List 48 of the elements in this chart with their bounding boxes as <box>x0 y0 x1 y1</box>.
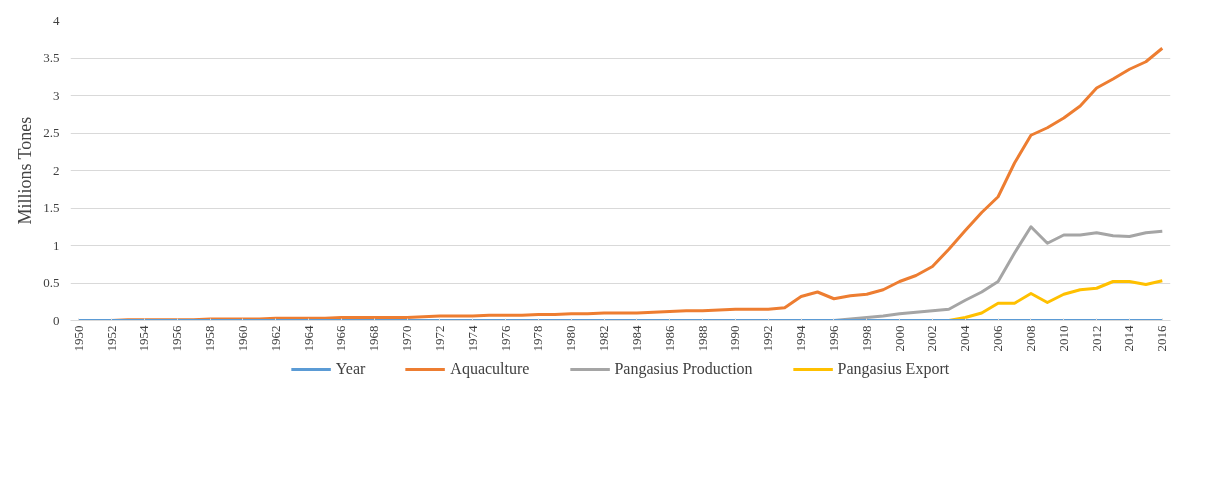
x-tick-label: 1992 <box>760 325 776 352</box>
x-tick-label: 1958 <box>202 325 218 352</box>
x-tick-label: 1976 <box>497 325 513 352</box>
x-tick-label: 1984 <box>628 325 644 352</box>
y-tick-label: 3.5 <box>43 50 60 65</box>
x-tick-label: 1974 <box>464 325 480 352</box>
y-tick-label: 1 <box>53 237 60 253</box>
y-tick-label: 2.5 <box>43 125 60 140</box>
x-tick-label: 1970 <box>399 325 415 352</box>
x-tick-label: 1950 <box>70 325 86 352</box>
y-tick-label: 4 <box>53 12 60 28</box>
x-tick-label: 2016 <box>1154 325 1170 352</box>
x-tick-label: 2014 <box>1121 325 1137 352</box>
x-tick-label: 1952 <box>103 325 119 352</box>
y-tick-label: 3 <box>53 87 60 103</box>
x-tick-label: 1980 <box>563 325 579 352</box>
x-tick-label: 2000 <box>891 325 907 352</box>
x-tick-label: 2010 <box>1055 325 1071 352</box>
y-tick-label: 1.5 <box>43 200 60 215</box>
x-tick-label: 1994 <box>793 325 809 352</box>
y-tick-label: 0.5 <box>43 275 60 290</box>
y-tick-label: 0 <box>53 312 60 328</box>
x-tick-label: 1956 <box>169 325 185 352</box>
x-tick-label: 1986 <box>661 325 677 352</box>
x-tick-label: 1982 <box>596 325 612 352</box>
x-tick-label: 1998 <box>858 325 874 352</box>
x-tick-label: 1996 <box>825 325 841 352</box>
x-tick-label: 2008 <box>1022 325 1038 352</box>
legend-label: Pangasius Export <box>837 360 950 378</box>
x-tick-label: 1964 <box>300 325 316 352</box>
x-tick-label: 2002 <box>924 325 940 352</box>
legend-label: Pangasius Production <box>614 360 753 378</box>
x-tick-label: 1962 <box>267 325 283 352</box>
legend-label: Aquaculture <box>450 360 530 378</box>
x-tick-label: 1960 <box>234 325 250 352</box>
x-tick-label: 2012 <box>1088 325 1104 352</box>
x-tick-label: 2006 <box>990 325 1006 352</box>
x-tick-label: 1990 <box>727 325 743 352</box>
x-tick-label: 1954 <box>136 325 152 352</box>
x-tick-label: 2004 <box>957 325 973 352</box>
y-tick-label: 2 <box>53 162 60 178</box>
x-tick-label: 1988 <box>694 325 710 352</box>
x-tick-label: 1972 <box>431 325 447 352</box>
x-tick-label: 1966 <box>333 325 349 352</box>
x-tick-label: 1978 <box>530 325 546 352</box>
y-axis-title: Millions Tones <box>15 116 36 225</box>
x-tick-label: 1968 <box>366 325 382 352</box>
legend-label: Year <box>335 360 366 378</box>
